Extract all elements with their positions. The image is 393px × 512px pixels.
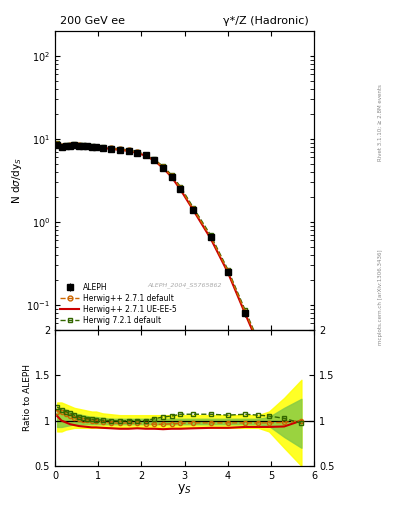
Herwig++ 2.7.1 default (299, 468, 304, 474)
Herwig++ 2.7.1 default (256, 339, 261, 345)
Herwig 7.2.1 default (81, 142, 86, 148)
Y-axis label: N d$\sigma$/dy$_S$: N d$\sigma$/dy$_S$ (9, 157, 24, 204)
Text: 200 GeV ee: 200 GeV ee (60, 16, 125, 26)
Herwig 7.2.1 default (90, 143, 94, 149)
Herwig++ 2.7.1 UE-EE-5 (94, 144, 99, 151)
Herwig 7.2.1 default (85, 143, 90, 149)
Text: Rivet 3.1.10; ≥ 2.8M events: Rivet 3.1.10; ≥ 2.8M events (378, 84, 383, 161)
Herwig++ 2.7.1 default (126, 147, 131, 154)
Herwig++ 2.7.1 default (226, 268, 230, 274)
Herwig++ 2.7.1 default (169, 173, 174, 179)
Herwig++ 2.7.1 default (191, 206, 196, 212)
Herwig++ 2.7.1 default (118, 146, 122, 153)
Herwig++ 2.7.1 UE-EE-5 (68, 143, 73, 149)
Herwig++ 2.7.1 UE-EE-5 (90, 144, 94, 150)
Herwig++ 2.7.1 UE-EE-5 (100, 145, 105, 151)
Herwig++ 2.7.1 UE-EE-5 (109, 146, 114, 152)
Herwig++ 2.7.1 default (81, 143, 86, 149)
Herwig 7.2.1 default (126, 147, 131, 153)
Herwig++ 2.7.1 UE-EE-5 (152, 158, 157, 164)
Herwig++ 2.7.1 UE-EE-5 (178, 186, 183, 193)
Herwig 7.2.1 default (68, 142, 73, 148)
Herwig++ 2.7.1 UE-EE-5 (226, 269, 230, 275)
Herwig++ 2.7.1 default (64, 142, 68, 148)
Herwig++ 2.7.1 default (85, 143, 90, 149)
Herwig++ 2.7.1 UE-EE-5 (191, 207, 196, 214)
Herwig++ 2.7.1 default (59, 143, 64, 150)
Herwig++ 2.7.1 default (72, 142, 77, 148)
Herwig++ 2.7.1 default (267, 368, 272, 374)
Herwig++ 2.7.1 default (178, 185, 183, 191)
Y-axis label: Ratio to ALEPH: Ratio to ALEPH (23, 365, 32, 432)
Herwig 7.2.1 default (256, 338, 261, 344)
Herwig++ 2.7.1 UE-EE-5 (135, 150, 140, 156)
Herwig 7.2.1 default (135, 149, 140, 155)
Herwig 7.2.1 default (161, 163, 165, 169)
Herwig++ 2.7.1 UE-EE-5 (256, 341, 261, 347)
Herwig++ 2.7.1 UE-EE-5 (161, 165, 165, 171)
Herwig++ 2.7.1 UE-EE-5 (59, 144, 64, 150)
Herwig++ 2.7.1 default (94, 144, 99, 150)
Herwig++ 2.7.1 UE-EE-5 (243, 311, 248, 317)
Herwig++ 2.7.1 default (77, 142, 81, 148)
Herwig++ 2.7.1 UE-EE-5 (85, 143, 90, 150)
Herwig++ 2.7.1 UE-EE-5 (208, 236, 213, 242)
Herwig 7.2.1 default (64, 142, 68, 148)
Herwig 7.2.1 default (208, 232, 213, 238)
Herwig++ 2.7.1 default (152, 157, 157, 163)
Herwig 7.2.1 default (72, 141, 77, 147)
Herwig++ 2.7.1 UE-EE-5 (126, 148, 131, 154)
Herwig 7.2.1 default (143, 152, 148, 158)
Line: Herwig 7.2.1 default: Herwig 7.2.1 default (55, 141, 304, 472)
Herwig 7.2.1 default (226, 267, 230, 273)
Herwig++ 2.7.1 UE-EE-5 (64, 143, 68, 149)
Herwig 7.2.1 default (118, 146, 122, 152)
Herwig++ 2.7.1 default (90, 143, 94, 150)
Herwig 7.2.1 default (152, 156, 157, 162)
Herwig++ 2.7.1 default (109, 145, 114, 152)
Herwig 7.2.1 default (100, 144, 105, 150)
Text: γ*/Z (Hadronic): γ*/Z (Hadronic) (224, 16, 309, 26)
Herwig++ 2.7.1 UE-EE-5 (267, 370, 272, 376)
Line: Herwig++ 2.7.1 UE-EE-5: Herwig++ 2.7.1 UE-EE-5 (57, 144, 301, 471)
Herwig 7.2.1 default (169, 172, 174, 178)
Herwig++ 2.7.1 UE-EE-5 (118, 147, 122, 153)
Herwig++ 2.7.1 default (282, 409, 286, 415)
Herwig++ 2.7.1 default (100, 144, 105, 151)
Herwig 7.2.1 default (243, 307, 248, 313)
Text: mcplots.cern.ch [arXiv:1306.3436]: mcplots.cern.ch [arXiv:1306.3436] (378, 249, 383, 345)
Text: ALEPH_2004_S5765862: ALEPH_2004_S5765862 (147, 282, 222, 288)
Herwig++ 2.7.1 default (161, 164, 165, 170)
Herwig 7.2.1 default (178, 184, 183, 190)
Herwig++ 2.7.1 UE-EE-5 (282, 410, 286, 416)
Herwig 7.2.1 default (299, 466, 304, 473)
Herwig++ 2.7.1 default (55, 141, 60, 147)
Herwig++ 2.7.1 UE-EE-5 (299, 468, 304, 474)
X-axis label: y$_S$: y$_S$ (177, 482, 192, 496)
Line: Herwig++ 2.7.1 default: Herwig++ 2.7.1 default (55, 141, 304, 474)
Herwig 7.2.1 default (77, 142, 81, 148)
Herwig 7.2.1 default (267, 368, 272, 374)
Herwig++ 2.7.1 UE-EE-5 (72, 142, 77, 148)
Herwig 7.2.1 default (282, 407, 286, 413)
Herwig++ 2.7.1 default (143, 152, 148, 158)
Herwig 7.2.1 default (191, 205, 196, 211)
Herwig++ 2.7.1 default (135, 150, 140, 156)
Herwig++ 2.7.1 UE-EE-5 (55, 141, 60, 147)
Herwig++ 2.7.1 default (208, 234, 213, 240)
Herwig++ 2.7.1 UE-EE-5 (81, 143, 86, 149)
Legend: ALEPH, Herwig++ 2.7.1 default, Herwig++ 2.7.1 UE-EE-5, Herwig 7.2.1 default: ALEPH, Herwig++ 2.7.1 default, Herwig++ … (59, 281, 178, 326)
Herwig++ 2.7.1 UE-EE-5 (77, 143, 81, 149)
Herwig++ 2.7.1 default (243, 309, 248, 315)
Herwig 7.2.1 default (94, 143, 99, 150)
Herwig++ 2.7.1 default (68, 142, 73, 148)
Herwig 7.2.1 default (59, 143, 64, 149)
Herwig++ 2.7.1 UE-EE-5 (169, 174, 174, 180)
Herwig++ 2.7.1 UE-EE-5 (143, 153, 148, 159)
Herwig 7.2.1 default (55, 140, 60, 146)
Herwig 7.2.1 default (109, 145, 114, 151)
